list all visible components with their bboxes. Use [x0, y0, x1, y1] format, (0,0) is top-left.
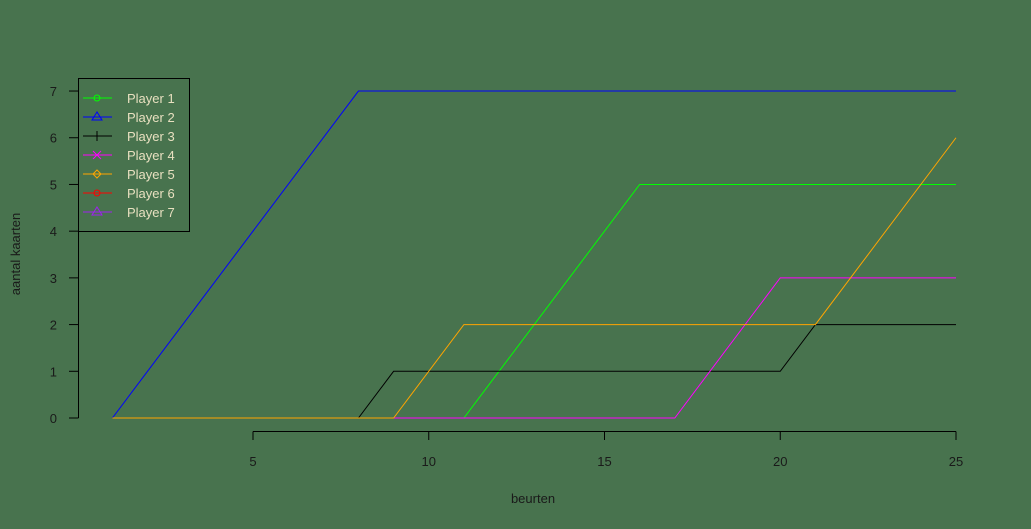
y-tick-label: 7 [50, 84, 57, 99]
x-axis: 5 10 15 20 25 [249, 431, 963, 469]
legend-box [78, 78, 190, 232]
legend-label: Player 1 [127, 91, 175, 106]
plot-lines [112, 90, 957, 419]
y-tick-label: 1 [50, 364, 57, 379]
y-tick-label: 5 [50, 177, 57, 192]
series-line-1 [112, 183, 956, 419]
y-tick-label: 4 [50, 224, 57, 239]
x-tick-label: 15 [597, 454, 611, 469]
y-tick-label: 6 [50, 131, 57, 146]
legend-item: Player 1 [83, 91, 175, 106]
series-line-5 [112, 137, 957, 419]
legend-item: Player 3 [83, 129, 175, 144]
x-tick-label: 20 [773, 454, 787, 469]
legend-item: Player 5 [83, 167, 175, 182]
y-axis-title: aantal kaarten [8, 213, 23, 295]
legend-label: Player 7 [127, 205, 175, 220]
y-tick-label: 0 [50, 411, 57, 426]
series-line-3 [112, 324, 956, 419]
legend-label: Player 4 [127, 148, 175, 163]
legend-label: Player 2 [127, 110, 175, 125]
y-tick-label: 3 [50, 271, 57, 286]
series-line-2 [112, 90, 956, 419]
legend-label: Player 5 [127, 167, 175, 182]
legend-label: Player 6 [127, 186, 175, 201]
x-tick-label: 5 [249, 454, 256, 469]
x-tick-label: 25 [949, 454, 963, 469]
legend-item: Player 4 [83, 148, 175, 163]
series-line-4 [393, 277, 956, 419]
x-tick-label: 10 [422, 454, 436, 469]
x-axis-title: beurten [511, 491, 555, 506]
y-axis: 0 1 2 3 4 5 6 7 [50, 84, 79, 426]
legend-item: Player 7 [83, 205, 175, 220]
legend: Player 1 Player 2 Player 3 Player 4 Player 5… [78, 78, 190, 232]
legend-label: Player 3 [127, 129, 175, 144]
legend-item: Player 2 [83, 110, 175, 125]
legend-item: Player 6 [83, 186, 175, 201]
y-tick-label: 2 [50, 318, 57, 333]
